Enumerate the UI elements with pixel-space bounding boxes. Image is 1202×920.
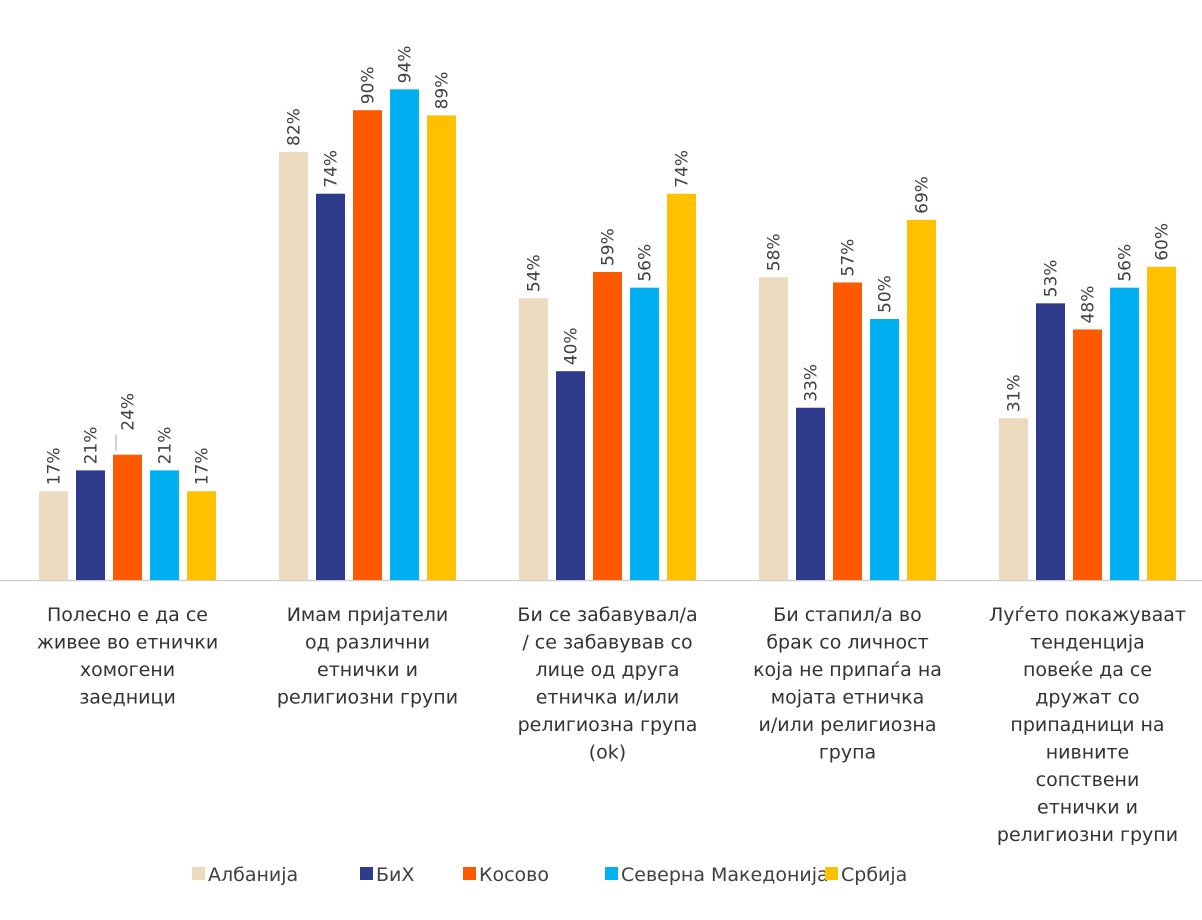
bar-4-series-4	[870, 319, 899, 580]
data-label: 90%	[359, 66, 379, 104]
legend-label: Албанија	[208, 864, 298, 886]
data-label: 89%	[433, 72, 453, 110]
category-label-line: Би стапил/а во	[773, 604, 921, 626]
category-label-line: Би се забавувал/а	[517, 604, 697, 626]
bar-3-series-2	[556, 371, 585, 580]
data-label: 74%	[673, 150, 693, 188]
category-label-line: етничка и/или	[536, 687, 680, 709]
bar-2-series-4	[390, 89, 419, 580]
category-label-line: Луѓето покажуваат	[989, 604, 1186, 626]
category-label-line: група	[819, 742, 876, 764]
bar-1-series-4	[150, 470, 179, 580]
category-label-line: Полесно е да се	[47, 604, 208, 626]
category-label-line: и/или религиозна	[759, 714, 937, 736]
data-label: 53%	[1042, 260, 1062, 298]
bar-1-series-3	[113, 454, 142, 580]
data-label: 54%	[525, 254, 545, 292]
bar-1-series-1	[39, 491, 68, 580]
bar-2-series-5	[427, 115, 456, 581]
data-label: 74%	[322, 150, 342, 188]
data-label: 82%	[285, 108, 305, 146]
category-label-line: Имам пријатели	[287, 604, 449, 626]
data-label: 31%	[1005, 374, 1025, 412]
category-label-line: заедници	[79, 687, 176, 709]
category-label-line: повеќе да се	[1023, 659, 1152, 681]
bar-5-series-5	[1147, 266, 1176, 580]
legend-label: БиХ	[376, 864, 414, 886]
data-label: 58%	[765, 233, 785, 271]
data-label: 48%	[1079, 286, 1099, 324]
category-label-line: сопствени	[1036, 769, 1140, 791]
legend-label: Србија	[841, 864, 907, 886]
legend-label: Косово	[479, 864, 549, 886]
bar-3-series-1	[519, 298, 548, 580]
bar-3-series-5	[667, 193, 696, 580]
data-label: 60%	[1153, 223, 1173, 261]
data-label: 50%	[876, 275, 896, 313]
category-label-line: од различни	[305, 632, 430, 654]
category-label-line: етнички и	[1037, 797, 1138, 819]
category-label-line: дружат со	[1035, 687, 1139, 709]
category-label-line: нивните	[1046, 742, 1130, 764]
bar-3-series-4	[630, 287, 659, 580]
legend-swatch	[825, 867, 838, 880]
bar-5-series-1	[999, 418, 1028, 580]
data-label: 17%	[193, 447, 213, 485]
legend-swatch	[605, 867, 618, 880]
category-label-line: лице од друга	[535, 659, 679, 681]
bar-2-series-1	[279, 151, 308, 580]
bar-2-series-2	[316, 193, 345, 580]
category-label-line: / се забавував со	[522, 632, 692, 654]
legend-swatch	[463, 867, 476, 880]
category-label-line: припадници на	[1010, 714, 1164, 736]
legend-swatch	[360, 867, 373, 880]
bar-2-series-3	[353, 110, 382, 580]
bar-5-series-3	[1073, 329, 1102, 580]
data-label: 94%	[396, 46, 416, 84]
bar-4-series-3	[833, 282, 862, 580]
data-label: 56%	[636, 244, 656, 282]
data-label: 24%	[119, 393, 139, 431]
data-label: 57%	[839, 239, 859, 277]
bar-1-series-2	[76, 470, 105, 580]
category-label-line: тенденција	[1030, 632, 1145, 654]
category-label-line: која не припаѓа на	[753, 659, 942, 681]
data-label: 69%	[913, 176, 933, 214]
legend-label: Северна Македонија	[621, 864, 829, 886]
category-label-line: религиозни групи	[997, 824, 1178, 846]
data-label: 21%	[82, 427, 102, 465]
data-label: 56%	[1116, 244, 1136, 282]
bar-5-series-4	[1110, 287, 1139, 580]
category-label-line: живее во етнички	[37, 632, 219, 654]
category-label-line: брак со личност	[766, 632, 928, 654]
bar-1-series-5	[187, 491, 216, 580]
category-label-line: (ok)	[589, 742, 626, 764]
bar-4-series-2	[796, 407, 825, 580]
data-label: 17%	[45, 447, 65, 485]
data-label: 21%	[156, 427, 176, 465]
bar-5-series-2	[1036, 303, 1065, 580]
data-label: 40%	[562, 327, 582, 365]
category-label-line: мојата етничка	[771, 687, 925, 709]
category-label-line: хомогени	[80, 659, 175, 681]
bar-3-series-3	[593, 272, 622, 580]
category-label-line: религиозна група	[518, 714, 698, 736]
bar-4-series-5	[907, 219, 936, 580]
data-label: 33%	[802, 364, 822, 402]
legend-swatch	[192, 867, 205, 880]
data-label: 59%	[599, 228, 619, 266]
category-label-line: религиозни групи	[277, 687, 458, 709]
category-label-line: етнички и	[317, 659, 418, 681]
bar-4-series-1	[759, 277, 788, 580]
